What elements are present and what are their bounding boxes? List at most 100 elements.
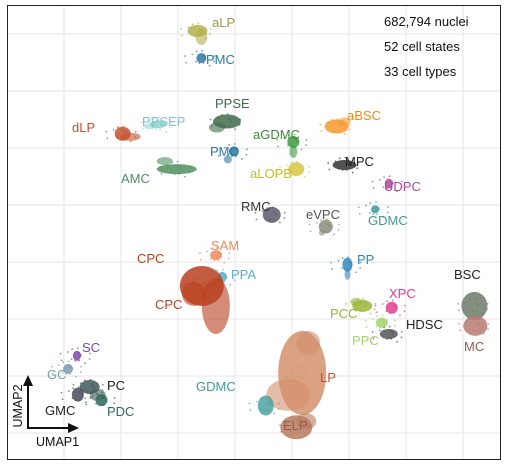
- cluster-udpc: [371, 175, 403, 193]
- cluster-point: [297, 423, 299, 426]
- cluster-mc: [458, 315, 490, 336]
- cluster-point: [303, 369, 305, 372]
- cluster-point: [392, 333, 394, 335]
- cluster-point: [387, 206, 390, 209]
- cluster-point: [204, 283, 207, 286]
- cluster-point: [365, 304, 368, 307]
- cluster-point: [371, 331, 374, 333]
- cluster-point: [191, 53, 194, 56]
- cluster-point: [313, 375, 316, 378]
- cluster-point: [68, 365, 71, 368]
- cluster-point: [113, 397, 116, 399]
- cluster-point: [372, 187, 375, 189]
- cluster-point: [338, 157, 341, 160]
- cluster-point: [347, 164, 350, 166]
- cluster-point: [372, 213, 375, 216]
- cluster-point: [210, 247, 213, 250]
- cluster-point: [223, 280, 226, 283]
- cluster-point: [203, 55, 206, 58]
- cluster-point: [65, 372, 68, 375]
- cluster-point: [101, 389, 104, 392]
- cluster-point: [393, 311, 395, 314]
- cluster-point: [290, 171, 292, 174]
- cluster-point: [224, 125, 226, 128]
- cluster-point: [134, 130, 137, 133]
- cluster-point: [337, 228, 340, 231]
- cluster-point: [330, 129, 333, 131]
- cluster-point: [263, 409, 265, 412]
- cluster-point: [217, 116, 219, 119]
- cluster-point: [378, 208, 381, 211]
- cluster-label-udpc: UDPC: [384, 179, 421, 194]
- cluster-point: [391, 331, 394, 334]
- cluster-point: [261, 210, 264, 213]
- cluster-point: [487, 328, 489, 331]
- cluster-point: [325, 218, 328, 221]
- cluster-point: [181, 34, 184, 37]
- cluster-point: [195, 50, 198, 53]
- cluster-point: [170, 171, 173, 174]
- cluster-point: [198, 252, 201, 255]
- cluster-point: [314, 369, 317, 372]
- cluster-point: [369, 312, 372, 315]
- cluster-point: [287, 144, 289, 147]
- cluster-point: [392, 182, 394, 185]
- cluster-label-mc: MC: [464, 339, 484, 354]
- cluster-point: [385, 321, 388, 324]
- cluster-point: [79, 382, 82, 385]
- cluster-point: [198, 27, 201, 30]
- cluster-point: [148, 119, 150, 122]
- cluster-point: [83, 389, 86, 392]
- cluster-point: [122, 125, 125, 128]
- stat-nuclei: 682,794 nuclei: [384, 14, 469, 29]
- cluster-point: [458, 322, 461, 325]
- cluster-point: [68, 360, 70, 363]
- cluster-label-cpc: CPC: [155, 297, 182, 312]
- cluster-point: [477, 304, 480, 307]
- cluster-point: [90, 391, 92, 394]
- cluster-point-mass: [289, 145, 298, 158]
- cluster-bsc: [457, 291, 489, 320]
- cluster-point: [176, 160, 179, 163]
- cluster-point: [201, 277, 204, 280]
- cluster-point: [89, 397, 92, 399]
- cluster-point: [60, 391, 63, 394]
- cluster-point: [471, 310, 474, 312]
- cluster-point: [228, 143, 230, 146]
- cluster-point: [225, 275, 228, 278]
- cluster-point: [274, 212, 277, 215]
- cluster-point: [390, 187, 392, 190]
- cluster-point: [283, 211, 286, 214]
- cluster-point: [227, 117, 230, 120]
- cluster-point: [266, 401, 269, 404]
- cluster-point: [246, 148, 248, 151]
- cluster-point: [248, 402, 251, 405]
- cluster-point: [92, 386, 95, 388]
- cluster-point: [298, 166, 301, 169]
- cluster-point: [236, 148, 239, 151]
- cluster-point: [101, 391, 104, 394]
- cluster-point: [457, 302, 460, 305]
- cluster-point: [81, 393, 83, 396]
- cluster-point: [363, 302, 365, 305]
- cluster-pmc: [184, 49, 216, 67]
- cluster-point: [346, 309, 348, 312]
- cluster-point: [273, 218, 275, 221]
- cluster-point: [112, 129, 115, 131]
- cluster-point: [401, 180, 403, 183]
- cluster-point: [223, 146, 226, 149]
- cluster-point: [381, 303, 384, 305]
- cluster-point-mass: [342, 257, 353, 272]
- cluster-point: [319, 123, 322, 126]
- cluster-point: [166, 164, 169, 167]
- cluster-point: [178, 173, 180, 175]
- cluster-point: [341, 267, 344, 270]
- cluster-point: [185, 289, 188, 292]
- cluster-point: [213, 60, 215, 63]
- cluster-point: [283, 137, 286, 140]
- cluster-point: [191, 33, 193, 36]
- cluster-point: [275, 213, 277, 216]
- cluster-point: [374, 304, 377, 307]
- cluster-point: [173, 173, 176, 176]
- cluster-point: [70, 358, 73, 361]
